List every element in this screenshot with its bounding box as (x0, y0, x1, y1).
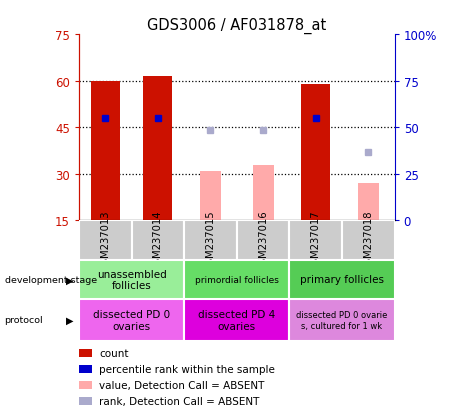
Text: dissected PD 0 ovarie
s, cultured for 1 wk: dissected PD 0 ovarie s, cultured for 1 … (296, 311, 388, 330)
Text: ▶: ▶ (66, 315, 74, 325)
Bar (290, 221, 342, 260)
Text: protocol: protocol (5, 316, 43, 325)
Text: dissected PD 0
ovaries: dissected PD 0 ovaries (93, 309, 170, 331)
Bar (79, 299, 184, 341)
Text: count: count (99, 348, 129, 358)
Bar (184, 299, 290, 341)
Bar (184, 260, 290, 299)
Text: GSM237013: GSM237013 (100, 210, 110, 271)
Bar (301, 85, 330, 221)
Text: dissected PD 4
ovaries: dissected PD 4 ovaries (198, 309, 276, 331)
Bar (132, 221, 184, 260)
Text: percentile rank within the sample: percentile rank within the sample (99, 364, 275, 374)
Text: rank, Detection Call = ABSENT: rank, Detection Call = ABSENT (99, 396, 260, 406)
Bar (79, 365, 92, 373)
Text: GSM237014: GSM237014 (153, 210, 163, 271)
Text: unassembled
follicles: unassembled follicles (97, 269, 166, 291)
Bar (79, 349, 92, 357)
Text: primordial follicles: primordial follicles (195, 275, 279, 284)
Text: ▶: ▶ (66, 275, 74, 285)
Text: value, Detection Call = ABSENT: value, Detection Call = ABSENT (99, 380, 265, 390)
Bar (91, 82, 120, 221)
Bar (290, 299, 395, 341)
Bar (143, 77, 172, 221)
Bar (253, 165, 274, 221)
Text: GSM237015: GSM237015 (206, 210, 216, 271)
Title: GDS3006 / AF031878_at: GDS3006 / AF031878_at (147, 18, 327, 34)
Text: GSM237017: GSM237017 (311, 210, 321, 271)
Bar (79, 397, 92, 405)
Bar (290, 260, 395, 299)
Bar (342, 221, 395, 260)
Bar (358, 184, 379, 221)
Bar (200, 171, 221, 221)
Text: GSM237016: GSM237016 (258, 210, 268, 271)
Bar (184, 221, 237, 260)
Bar (79, 381, 92, 389)
Bar (237, 221, 290, 260)
Text: development stage: development stage (5, 275, 97, 284)
Bar (79, 260, 184, 299)
Text: GSM237018: GSM237018 (364, 210, 373, 271)
Bar (79, 221, 132, 260)
Text: primary follicles: primary follicles (300, 275, 384, 285)
